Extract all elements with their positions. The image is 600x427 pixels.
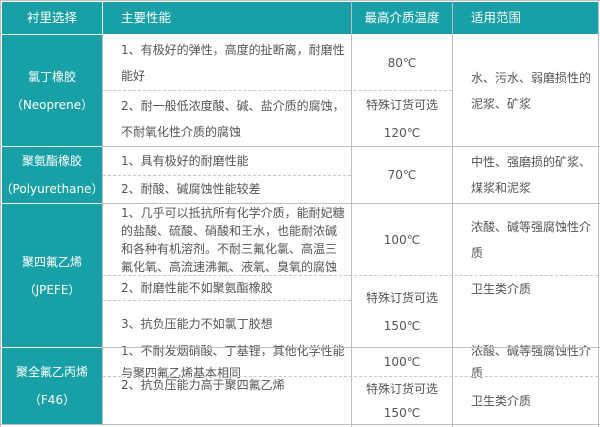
material-name: 聚全氟乙丙烯 <box>15 365 88 379</box>
property-line: 3、抗负压能力不如氯丁胶想 <box>121 317 273 331</box>
grid-line <box>351 0 352 427</box>
scope-line: 浓酸、碱等强腐蚀性介 <box>471 344 592 358</box>
scope-line: 卫生类介质 <box>471 282 532 296</box>
header-lining-label: 衬里选择 <box>26 10 77 25</box>
scope-line: 质 <box>471 245 484 260</box>
property-line: 2、耐一般低浓度酸、碱、盐介质的腐蚀， <box>121 98 345 113</box>
material-f46: 聚全氟乙丙烯 （F46） <box>2 348 102 424</box>
temperature-note: 特殊订货可选 <box>365 290 438 305</box>
grid-line <box>102 347 600 348</box>
grid-line <box>598 0 599 427</box>
property-line: 1、有极好的弹性，高度的扯断离，耐磨性 <box>121 42 345 57</box>
property-cell: 1、几乎可以抵抗所有化学介质，能耐妃糖 的盐酸、硫酸、硝酸和王水，也能耐浓碱 和各种… <box>103 204 351 275</box>
grid-line <box>2 203 102 204</box>
material-code: （JPEFE） <box>23 282 81 297</box>
property-line: 2、抗负压能力高于聚四氟乙烯 <box>121 378 285 392</box>
grid-line <box>2 146 102 147</box>
grid-line <box>452 0 453 427</box>
property-line: 1、不耐发烟硝酸、丁基锂，其他化学性能 <box>121 344 345 358</box>
material-name: 聚氨酯橡胶 <box>21 154 82 168</box>
temperature-note: 特殊订货可选 <box>365 381 438 396</box>
grid-line <box>102 146 600 147</box>
property-line: 的盐酸、硫酸、硝酸和王水，也能耐浓碱 <box>121 223 338 238</box>
property-cell: 3、抗负压能力不如氯丁胶想 <box>103 301 351 347</box>
property-line: 2、耐酸、碱腐蚀性能较差 <box>121 182 261 196</box>
header-properties: 主要性能 <box>103 2 351 34</box>
header-scope-label: 适用范围 <box>471 10 522 25</box>
property-line: 1、具有极好的耐磨性能 <box>121 154 249 168</box>
material-code: （Neoprene） <box>10 97 94 112</box>
grid-line <box>0 0 600 1</box>
property-cell: 1、有极好的弹性，高度的扯断离，耐磨性 能好 <box>103 35 351 90</box>
property-cell: 2、耐酸、碱腐蚀性能较差 <box>103 175 351 203</box>
scope-cell: 卫生类介质 <box>453 377 598 424</box>
temperature-cell: 特殊订货可选 120℃ <box>352 91 452 146</box>
property-line: 不耐氧化性介质的腐蚀 <box>121 124 242 139</box>
temperature-value: 80℃ <box>387 55 417 70</box>
material-neoprene: 氯丁橡胶 （Neoprene） <box>2 35 102 146</box>
dashed-divider <box>103 275 598 276</box>
header-properties-label: 主要性能 <box>121 10 172 25</box>
scope-cell: 水、污水、弱磨损性的 泥浆、矿浆 <box>453 35 598 146</box>
temperature-cell: 特殊订货可选 150℃ <box>352 377 452 424</box>
property-line: 1、几乎可以抵抗所有化学介质，能耐妃糖 <box>121 205 345 220</box>
scope-line: 浓酸、碱等强腐蚀性介 <box>471 219 592 234</box>
property-line: 氟化氧、高流速沸氟、液氧、臭氧的腐蚀 <box>121 259 338 274</box>
grid-line <box>2 347 102 348</box>
header-scope: 适用范围 <box>453 2 598 34</box>
scope-line: 水、污水、弱磨损性的 <box>471 70 592 85</box>
temperature-value: 100℃ <box>383 232 421 247</box>
scope-cell: 浓酸、碱等强腐蚀性介质 <box>453 344 598 380</box>
header-max-temp-label: 最高介质温度 <box>364 10 440 25</box>
temperature-note: 特殊订货可选 <box>365 97 438 112</box>
temperature-cell: 100℃ <box>352 348 452 376</box>
grid-line <box>102 203 600 204</box>
scope-line: 中性、强磨损的矿浆、 <box>471 155 592 169</box>
material-code: （F46） <box>28 393 76 407</box>
scope-cell: 浓酸、碱等强腐蚀性介质 <box>453 204 598 275</box>
material-ptfe: 聚四氟乙烯 （JPEFE） <box>2 204 102 347</box>
scope-cell: 卫生类介质 <box>453 276 598 302</box>
property-cell: 2、耐磨性能不如聚氨酯橡胶 <box>103 276 351 300</box>
temperature-cell: 100℃ <box>352 204 452 275</box>
scope-line: 煤浆和泥浆 <box>471 181 532 195</box>
temperature-value: 150℃ <box>383 318 421 333</box>
grid-line <box>0 0 1 427</box>
scope-line: 泥浆、矿浆 <box>471 96 532 111</box>
dashed-divider <box>103 175 351 176</box>
dashed-divider <box>103 376 598 377</box>
scope-line: 卫生类介质 <box>471 393 532 408</box>
material-name: 氯丁橡胶 <box>27 69 76 84</box>
property-line: 和各种有机溶剂。不耐三氟化氯、高温三 <box>121 241 338 256</box>
header-max-temp: 最高介质温度 <box>352 2 452 34</box>
header-lining: 衬里选择 <box>2 2 102 34</box>
temperature-value: 150℃ <box>383 405 421 420</box>
property-line: 能好 <box>121 68 146 83</box>
property-line: 2、耐磨性能不如聚氨酯橡胶 <box>121 281 273 295</box>
material-polyurethane: 聚氨酯橡胶 （Polyurethane） <box>0 147 104 203</box>
dashed-divider <box>103 300 351 301</box>
scope-cell: 中性、强磨损的矿浆、 煤浆和泥浆 <box>453 147 598 203</box>
temperature-cell: 80℃ <box>352 35 452 90</box>
material-name: 聚四氟乙烯 <box>21 254 82 269</box>
property-cell: 2、耐一般低浓度酸、碱、盐介质的腐蚀， 不耐氧化性介质的腐蚀 <box>103 91 351 146</box>
material-code: （Polyurethane） <box>0 182 104 196</box>
temperature-value: 70℃ <box>387 168 417 182</box>
grid-line <box>102 34 103 426</box>
property-cell: 1、具有极好的耐磨性能 <box>103 147 351 175</box>
property-cell: 2、抗负压能力高于聚四氟乙烯 <box>103 377 351 393</box>
temperature-cell: 70℃ <box>352 147 452 203</box>
dashed-divider <box>103 90 452 91</box>
temperature-value: 120℃ <box>383 125 421 140</box>
temperature-cell: 特殊订货可选 150℃ <box>352 276 452 347</box>
grid-line <box>0 424 600 425</box>
temperature-value: 100℃ <box>383 355 421 369</box>
